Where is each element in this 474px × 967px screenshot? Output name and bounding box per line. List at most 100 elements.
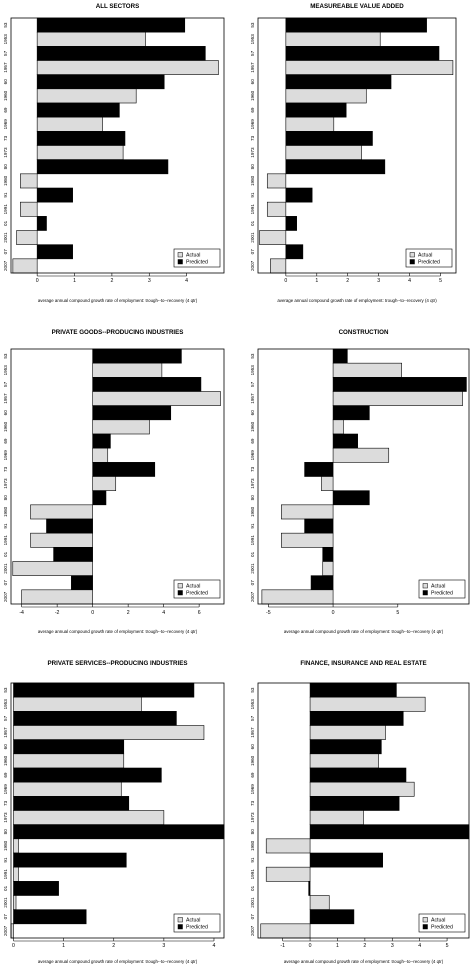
bar-predicted-1973	[13, 796, 130, 811]
x-tick-label: 0	[36, 278, 39, 284]
bar-predicted-1973	[285, 131, 373, 146]
bar-actual-1953	[13, 696, 142, 712]
legend-swatch-actual	[422, 583, 428, 589]
recession-label: 1969	[3, 450, 8, 461]
legend-swatch-predicted	[177, 924, 183, 930]
bar-predicted-1960	[36, 74, 165, 90]
legend-swatch-predicted	[422, 590, 428, 596]
x-tick-label: -5	[266, 610, 271, 616]
recession-label: 1973	[3, 478, 8, 489]
recession-label: 1973	[250, 147, 255, 158]
bar-predicted-1957	[309, 711, 404, 726]
recession-label: 53	[3, 687, 8, 693]
bar-actual-2007	[261, 589, 334, 605]
bar-predicted-2001	[13, 881, 59, 896]
x-tick-label: 4	[418, 943, 421, 949]
recession-label: 1991	[3, 204, 8, 215]
legend-swatch-predicted	[177, 259, 183, 265]
bar-predicted-2007	[310, 575, 334, 591]
bar-actual-2001	[322, 561, 334, 576]
recession-label: 1957	[3, 727, 8, 738]
recession-label: 2001	[250, 563, 255, 574]
recession-label: 1991	[250, 204, 255, 215]
recession-label: 1957	[250, 393, 255, 404]
bar-actual-1980	[30, 504, 93, 520]
recession-label: 2007	[3, 925, 8, 936]
chart-title: FINANCE, INSURANCE AND REAL ESTATE	[300, 660, 426, 667]
bar-actual-1953	[332, 362, 402, 378]
recession-label: 53	[250, 353, 255, 359]
bar-actual-1991	[20, 201, 38, 217]
bar-predicted-1953	[92, 348, 182, 364]
plot-frame	[257, 682, 470, 939]
x-tick-label: 4	[162, 610, 165, 616]
bar-actual-1957	[332, 391, 463, 406]
x-tick-label: 3	[148, 278, 151, 284]
x-tick-label: 1	[73, 278, 76, 284]
recession-label: 1969	[250, 119, 255, 130]
x-tick-label: 2	[112, 943, 115, 949]
bar-actual-1969	[13, 781, 122, 797]
bar-predicted-1991	[46, 518, 93, 534]
recession-label: 69	[3, 438, 8, 444]
chart-title: PRIVATE SERVICES--PRODUCING INDUSTRIES	[48, 660, 188, 667]
x-axis-label: average annual compound growth rate of e…	[38, 959, 198, 964]
recession-label: 1973	[250, 812, 255, 823]
recession-label: 1991	[3, 535, 8, 546]
bar-predicted-1991	[13, 852, 127, 868]
chart-panel-6: FINANCE, INSURANCE AND REAL ESTATE531953…	[250, 660, 470, 964]
bar-actual-1980	[266, 173, 287, 189]
bar-predicted-1991	[36, 187, 73, 203]
recession-label: 91	[3, 857, 8, 863]
bar-actual-1960	[92, 419, 150, 435]
legend-label-actual: Actual	[431, 918, 445, 924]
recession-label: 69	[250, 772, 255, 778]
recession-label: 1960	[250, 755, 255, 766]
bar-predicted-1980	[309, 824, 470, 840]
bar-actual-1953	[92, 362, 163, 378]
bar-actual-1969	[36, 116, 103, 132]
legend-label-actual: Actual	[186, 584, 200, 590]
bar-predicted-2007	[285, 244, 304, 260]
x-axis-label: average annual compound growth rate of e…	[277, 298, 437, 303]
bar-actual-1969	[332, 447, 390, 463]
x-tick-label: 6	[198, 610, 201, 616]
bar-predicted-2001	[285, 216, 297, 231]
recession-label: 07	[3, 249, 8, 255]
legend-box	[173, 579, 221, 599]
recession-label: 2007	[3, 591, 8, 602]
recession-label: 73	[3, 135, 8, 141]
recession-label: 07	[3, 914, 8, 920]
recession-label: 2001	[250, 897, 255, 908]
recession-label: 1953	[250, 34, 255, 45]
bar-actual-1973	[92, 476, 117, 491]
recession-label: 53	[3, 22, 8, 28]
recession-label: 57	[3, 715, 8, 721]
legend-swatch-actual	[177, 917, 183, 923]
recession-label: 1960	[3, 90, 8, 101]
bar-actual-1973	[36, 145, 124, 160]
bar-predicted-1957	[92, 377, 202, 392]
recession-label: 1969	[250, 784, 255, 795]
legend-label-predicted: Predicted	[418, 260, 440, 266]
recession-label: 57	[3, 50, 8, 56]
legend-label-predicted: Predicted	[431, 925, 453, 931]
bar-predicted-2007	[309, 909, 355, 925]
bar-predicted-2001	[308, 881, 311, 896]
x-tick-label: 2	[346, 278, 349, 284]
bar-predicted-1957	[36, 46, 206, 61]
recession-label: 1960	[250, 421, 255, 432]
recession-label: 69	[3, 107, 8, 113]
bar-predicted-1960	[285, 74, 392, 90]
plot-frame	[257, 348, 470, 605]
bar-predicted-1973	[309, 796, 400, 811]
bar-predicted-1991	[285, 187, 313, 203]
x-tick-label: 3	[162, 943, 165, 949]
bar-actual-1991	[13, 866, 19, 882]
